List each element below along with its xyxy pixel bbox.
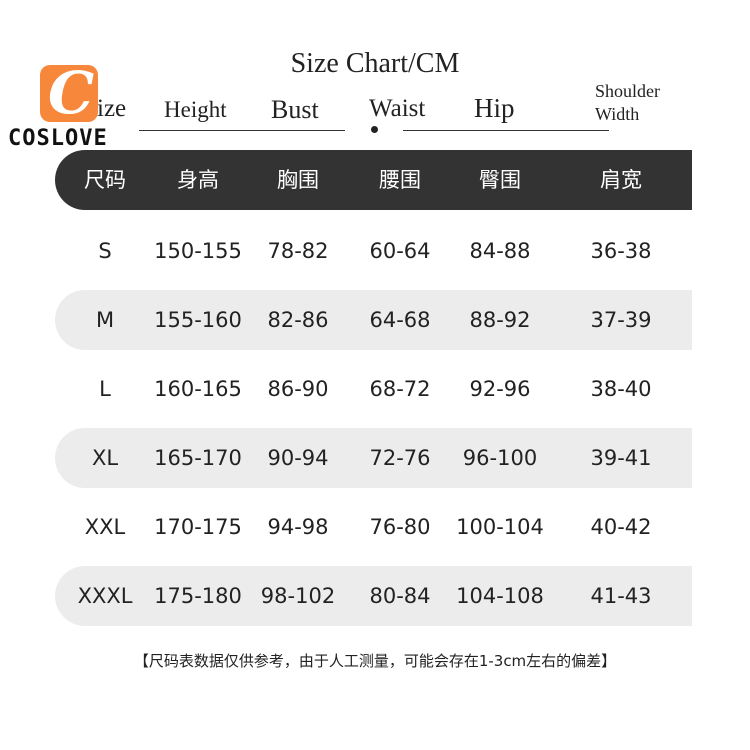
header-cell: 尺码 (84, 168, 126, 192)
table-cell: XXXL (77, 584, 133, 608)
table-cell: 39-41 (590, 446, 652, 470)
divider-line (139, 130, 345, 131)
table-cell: 68-72 (369, 377, 431, 401)
header-cell: 胸围 (277, 168, 319, 192)
table-cell: 160-165 (154, 377, 242, 401)
table-cell: 72-76 (369, 446, 431, 470)
table-row: S 150-155 78-82 60-64 84-88 36-38 (55, 221, 692, 281)
table-cell: 40-42 (590, 515, 652, 539)
logo-letter: C (48, 59, 95, 127)
brand-name: COSLOVE (8, 126, 108, 151)
table-cell: 96-100 (462, 446, 538, 470)
table-row: XL 165-170 90-94 72-76 96-100 39-41 (55, 428, 692, 488)
table-cell: 36-38 (590, 239, 652, 263)
table-row: XXXL 175-180 98-102 80-84 104-108 41-43 (55, 566, 692, 626)
table-cell: 155-160 (154, 308, 242, 332)
table-cell: 37-39 (590, 308, 652, 332)
table-cell: 64-68 (369, 308, 431, 332)
chart-title: Size Chart/CM (290, 48, 460, 79)
label-bust-en: Bust (271, 95, 319, 124)
table-cell: XXL (84, 515, 126, 539)
header-cell: 身高 (177, 168, 219, 192)
header-cell: 腰围 (379, 168, 421, 192)
table-cell: M (95, 308, 115, 332)
table-header: 尺码 身高 胸围 腰围 臀围 肩宽 (55, 150, 692, 210)
disclaimer-note: 【尺码表数据仅供参考，由于人工测量，可能会存在1-3cm左右的偏差】 (133, 652, 617, 670)
table-cell: 170-175 (154, 515, 242, 539)
table-row: M 155-160 82-86 64-68 88-92 37-39 (55, 290, 692, 350)
brand-logo: C (40, 59, 98, 127)
table-cell: 41-43 (590, 584, 652, 608)
table-cell: 92-96 (469, 377, 531, 401)
table-cell: XL (91, 446, 119, 470)
label-size-en: ize (97, 95, 127, 122)
label-hip-en: Hip (474, 93, 515, 123)
table-cell: S (98, 239, 112, 263)
table-cell: 86-90 (267, 377, 329, 401)
table-cell: 150-155 (154, 239, 242, 263)
header-cell: 臀围 (479, 168, 521, 192)
table-cell: 78-82 (267, 239, 329, 263)
dot (371, 126, 378, 133)
table-cell: L (99, 377, 111, 401)
table-cell: 82-86 (267, 308, 329, 332)
table-cell: 175-180 (154, 584, 242, 608)
table-cell: 84-88 (469, 239, 531, 263)
table-row: L 160-165 86-90 68-72 92-96 38-40 (55, 359, 692, 419)
table-cell: 88-92 (469, 308, 531, 332)
label-waist-en: Waist (369, 95, 426, 122)
table-cell: 38-40 (590, 377, 652, 401)
label-shoulder-line1: Shoulder (595, 81, 660, 101)
divider-line (403, 130, 609, 131)
table-cell: 60-64 (369, 239, 431, 263)
label-shoulder-line2: Width (595, 104, 640, 124)
table-cell: 98-102 (260, 584, 336, 608)
table-cell: 165-170 (154, 446, 242, 470)
label-shoulder-en: Shoulder Width (595, 80, 660, 126)
table-cell: 104-108 (456, 584, 544, 608)
label-height-en: Height (164, 97, 227, 122)
table-cell: 80-84 (369, 584, 431, 608)
table-cell: 76-80 (369, 515, 431, 539)
header-cell: 肩宽 (600, 168, 642, 192)
table-cell: 90-94 (267, 446, 329, 470)
table-row: XXL 170-175 94-98 76-80 100-104 40-42 (55, 497, 692, 557)
table-cell: 100-104 (456, 515, 544, 539)
table-cell: 94-98 (267, 515, 329, 539)
